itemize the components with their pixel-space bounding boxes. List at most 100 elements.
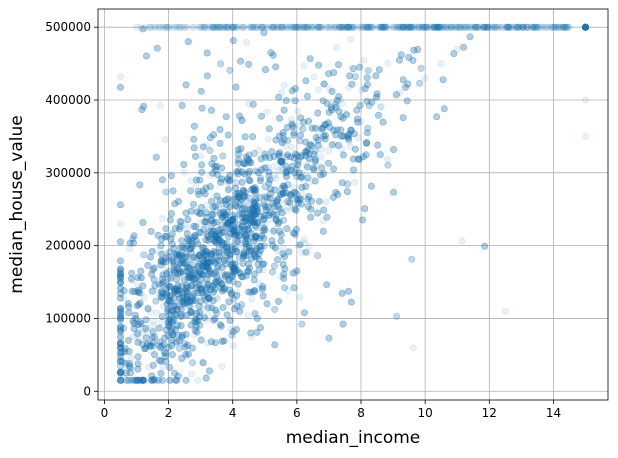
scatter-point xyxy=(219,205,227,213)
scatter-point xyxy=(236,200,244,208)
scatter-point xyxy=(330,165,338,173)
scatter-point xyxy=(188,241,196,249)
scatter-point xyxy=(219,174,227,182)
scatter-point xyxy=(195,281,203,289)
scatter-point xyxy=(180,300,188,308)
scatter-point xyxy=(277,138,285,146)
scatter-point xyxy=(279,244,287,252)
scatter-point xyxy=(297,153,305,161)
scatter-point xyxy=(315,131,323,139)
scatter-point xyxy=(251,218,259,226)
scatter-point xyxy=(390,188,398,196)
scatter-point xyxy=(298,320,306,328)
scatter-point xyxy=(134,353,142,361)
scatter-point xyxy=(173,284,181,292)
scatter-point xyxy=(150,375,158,383)
scatter-point xyxy=(272,136,280,144)
scatter-point xyxy=(117,376,125,384)
scatter-point xyxy=(138,106,146,114)
scatter-point xyxy=(237,199,245,207)
scatter-point xyxy=(271,226,279,234)
scatter-point xyxy=(120,294,128,302)
scatter-point xyxy=(181,343,189,351)
scatter-point xyxy=(126,245,134,253)
scatter-point xyxy=(515,23,523,31)
scatter-point xyxy=(196,210,204,218)
scatter-point xyxy=(122,348,130,356)
scatter-point xyxy=(187,236,195,244)
scatter-point xyxy=(332,131,340,139)
scatter-point xyxy=(127,369,135,377)
scatter-point xyxy=(356,63,364,71)
scatter-point xyxy=(218,363,226,371)
scatter-point xyxy=(167,283,175,291)
scatter-point xyxy=(117,370,125,378)
scatter-point xyxy=(203,257,211,265)
scatter-point xyxy=(197,307,205,315)
scatter-point xyxy=(208,230,216,238)
scatter-point xyxy=(224,220,232,228)
scatter-point xyxy=(209,274,217,282)
scatter-point xyxy=(303,92,311,100)
scatter-point xyxy=(176,344,184,352)
scatter-point xyxy=(150,264,158,272)
scatter-point xyxy=(209,227,217,235)
scatter-point xyxy=(236,303,244,311)
scatter-point xyxy=(117,268,125,276)
scatter-point xyxy=(331,140,339,148)
scatter-point xyxy=(344,287,352,295)
scatter-point xyxy=(222,219,230,227)
scatter-point xyxy=(227,325,235,333)
scatter-point xyxy=(182,352,190,360)
scatter-point xyxy=(142,52,150,60)
scatter-point xyxy=(262,203,270,211)
scatter-point xyxy=(174,372,182,380)
scatter-point xyxy=(134,365,142,373)
scatter-point xyxy=(245,100,253,108)
scatter-point xyxy=(408,255,416,263)
scatter-point xyxy=(274,167,282,175)
scatter-point xyxy=(300,23,308,31)
scatter-point xyxy=(117,201,125,209)
scatter-point xyxy=(143,327,151,335)
scatter-point xyxy=(276,197,284,205)
scatter-point xyxy=(174,321,182,329)
scatter-point xyxy=(283,207,291,215)
scatter-point xyxy=(256,234,264,242)
scatter-point xyxy=(303,163,311,171)
scatter-point xyxy=(314,86,322,94)
scatter-point xyxy=(166,315,174,323)
scatter-point xyxy=(214,295,222,303)
scatter-point xyxy=(217,178,225,186)
scatter-point xyxy=(380,23,388,31)
scatter-point xyxy=(258,112,266,120)
scatter-point xyxy=(167,298,175,306)
scatter-point xyxy=(200,251,208,259)
scatter-point xyxy=(203,284,211,292)
scatter-point xyxy=(384,161,392,169)
scatter-point xyxy=(152,297,160,305)
scatter-point xyxy=(279,163,287,171)
scatter-point xyxy=(334,141,342,149)
scatter-point xyxy=(298,249,306,257)
scatter-point xyxy=(117,311,125,319)
scatter-point xyxy=(199,187,207,195)
scatter-point xyxy=(345,137,353,145)
scatter-point xyxy=(203,202,211,210)
scatter-point xyxy=(250,253,258,261)
scatter-point xyxy=(134,353,142,361)
scatter-point xyxy=(182,376,190,384)
scatter-point xyxy=(244,214,252,222)
scatter-point xyxy=(291,269,299,277)
scatter-point xyxy=(203,142,211,150)
scatter-point xyxy=(224,225,232,233)
scatter-point xyxy=(179,299,187,307)
scatter-point xyxy=(216,278,224,286)
scatter-point xyxy=(289,122,297,130)
scatter-point xyxy=(322,198,330,206)
scatter-point xyxy=(155,324,163,332)
scatter-point xyxy=(168,233,176,241)
scatter-point xyxy=(219,200,227,208)
scatter-point xyxy=(199,143,207,151)
